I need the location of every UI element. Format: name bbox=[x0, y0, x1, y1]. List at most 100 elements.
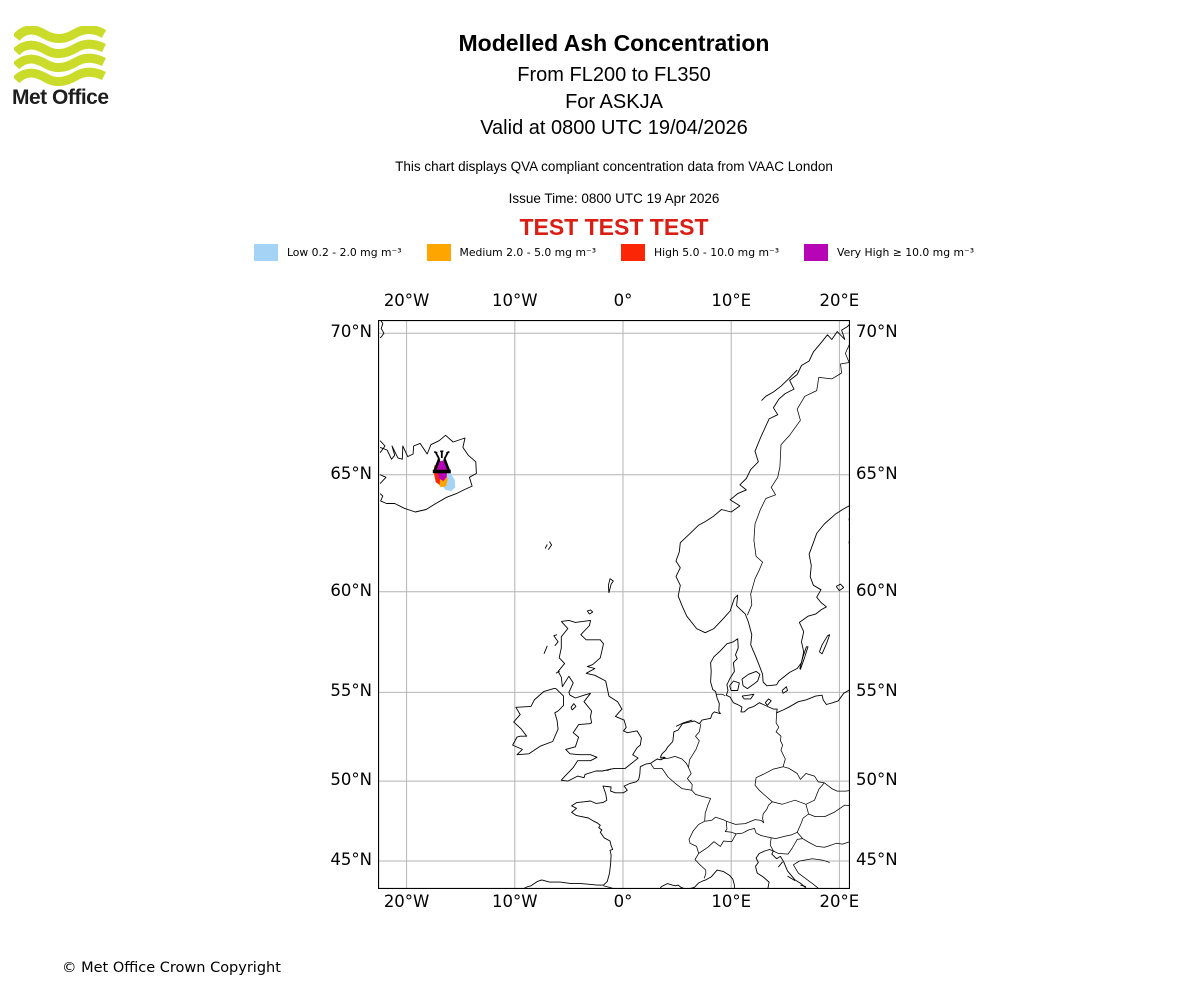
legend-swatch bbox=[426, 244, 451, 261]
coastline-path bbox=[771, 850, 808, 889]
border-path bbox=[799, 858, 830, 863]
y-tick-right-55°N: 55°N bbox=[856, 681, 898, 701]
concentration-legend: Low 0.2 - 2.0 mg m⁻³ Medium 2.0 - 5.0 mg … bbox=[28, 244, 1200, 261]
map-frame bbox=[378, 320, 850, 889]
coastline-path bbox=[659, 869, 735, 889]
legend-label: Very High ≥ 10.0 mg m⁻³ bbox=[837, 246, 975, 259]
coastline-path bbox=[729, 680, 740, 691]
volcano-marker bbox=[432, 450, 451, 474]
border-path bbox=[773, 838, 803, 855]
coastline-path bbox=[777, 861, 783, 868]
x-tick-bottom-10°E: 10°E bbox=[711, 892, 752, 911]
coastline-path bbox=[543, 645, 548, 654]
border-path bbox=[769, 837, 774, 852]
border-path bbox=[704, 816, 727, 822]
x-tick-top-20°E: 20°E bbox=[819, 291, 860, 310]
border-path bbox=[793, 860, 820, 889]
coastline-path bbox=[835, 583, 845, 592]
border-path bbox=[688, 723, 702, 768]
x-tick-bottom-10°W: 10°W bbox=[492, 892, 538, 911]
coastline-path bbox=[379, 474, 387, 484]
border-path bbox=[747, 362, 850, 616]
map-svg bbox=[378, 320, 850, 889]
y-tick-right-45°N: 45°N bbox=[856, 850, 898, 870]
logo-wordmark: Met Office bbox=[12, 86, 109, 109]
border-path bbox=[782, 766, 825, 784]
x-tick-bottom-20°E: 20°E bbox=[819, 892, 860, 911]
legend-item-low: Low 0.2 - 2.0 mg m⁻³ bbox=[253, 244, 402, 261]
x-tick-top-0°: 0° bbox=[613, 291, 633, 310]
coastline-path bbox=[523, 638, 850, 889]
coastline-path bbox=[379, 434, 477, 513]
issue-time: Issue Time: 0800 UTC 19 Apr 2026 bbox=[508, 191, 720, 206]
border-path bbox=[805, 782, 825, 805]
y-tick-left-55°N: 55°N bbox=[330, 681, 372, 701]
coastline-path bbox=[675, 323, 850, 687]
y-tick-left-45°N: 45°N bbox=[330, 850, 372, 870]
coastline-path bbox=[755, 849, 774, 889]
x-tick-bottom-0°: 0° bbox=[613, 892, 633, 911]
x-tick-top-10°W: 10°W bbox=[492, 291, 538, 310]
coastline-path bbox=[606, 768, 612, 772]
x-tick-top-20°W: 20°W bbox=[383, 291, 430, 310]
border-path bbox=[698, 821, 737, 854]
page-title: Modelled Ash Concentration bbox=[458, 30, 770, 56]
coastline-path bbox=[555, 670, 560, 674]
coastline-path bbox=[586, 609, 594, 615]
coastline-path bbox=[544, 544, 548, 549]
subtitle-flight-levels: From FL200 to FL350 bbox=[517, 64, 711, 86]
y-tick-right-50°N: 50°N bbox=[856, 770, 898, 790]
test-banner: TEST TEST TEST bbox=[519, 214, 709, 240]
subtitle-valid-time: Valid at 0800 UTC 19/04/2026 bbox=[480, 117, 748, 139]
coastline-path bbox=[570, 703, 577, 711]
border-path bbox=[726, 801, 773, 825]
legend-swatch bbox=[253, 244, 278, 261]
border-path bbox=[845, 341, 850, 363]
coastline-path bbox=[512, 688, 564, 756]
border-path bbox=[716, 693, 726, 697]
border-path bbox=[754, 766, 784, 803]
y-tick-left-70°N: 70°N bbox=[330, 322, 372, 342]
border-path bbox=[827, 841, 850, 847]
border-path bbox=[736, 828, 772, 839]
border-path bbox=[824, 782, 850, 792]
coastline-path bbox=[557, 619, 642, 782]
coastline-path bbox=[799, 646, 809, 670]
y-tick-left-50°N: 50°N bbox=[330, 770, 372, 790]
legend-label: Medium 2.0 - 5.0 mg m⁻³ bbox=[459, 246, 597, 259]
legend-swatch bbox=[621, 244, 646, 261]
y-tick-left-60°N: 60°N bbox=[330, 580, 372, 600]
border-path bbox=[772, 799, 807, 805]
copyright-notice: © Met Office Crown Copyright bbox=[62, 960, 281, 976]
coastline-path bbox=[781, 686, 788, 694]
border-path bbox=[808, 804, 850, 817]
border-path bbox=[775, 712, 786, 767]
met-office-logo-icon bbox=[14, 26, 106, 87]
coastline-path bbox=[761, 369, 798, 401]
border-path bbox=[796, 832, 803, 839]
coastline-path bbox=[741, 693, 755, 700]
qva-info-line: This chart displays QVA compliant concen… bbox=[395, 159, 833, 174]
coastline-path bbox=[764, 698, 772, 706]
border-path bbox=[688, 820, 707, 879]
y-tick-right-65°N: 65°N bbox=[856, 463, 898, 483]
border-path bbox=[796, 804, 809, 833]
border-path bbox=[802, 838, 828, 848]
border-path bbox=[660, 756, 689, 768]
border-path bbox=[771, 831, 798, 839]
legend-label: Low 0.2 - 2.0 mg m⁻³ bbox=[286, 246, 402, 259]
y-tick-right-70°N: 70°N bbox=[856, 322, 898, 342]
coastline-path bbox=[607, 578, 614, 594]
y-tick-left-65°N: 65°N bbox=[330, 463, 372, 483]
y-tick-right-60°N: 60°N bbox=[856, 580, 898, 600]
x-tick-top-10°E: 10°E bbox=[711, 291, 752, 310]
coastline-path bbox=[553, 634, 559, 647]
legend-item-high: High 5.0 - 10.0 mg m⁻³ bbox=[621, 244, 779, 261]
border-path bbox=[650, 763, 711, 822]
x-tick-bottom-20°W: 20°W bbox=[383, 892, 430, 911]
legend-label: High 5.0 - 10.0 mg m⁻³ bbox=[654, 246, 780, 259]
legend-swatch bbox=[804, 244, 829, 261]
coastline-path bbox=[787, 875, 796, 881]
